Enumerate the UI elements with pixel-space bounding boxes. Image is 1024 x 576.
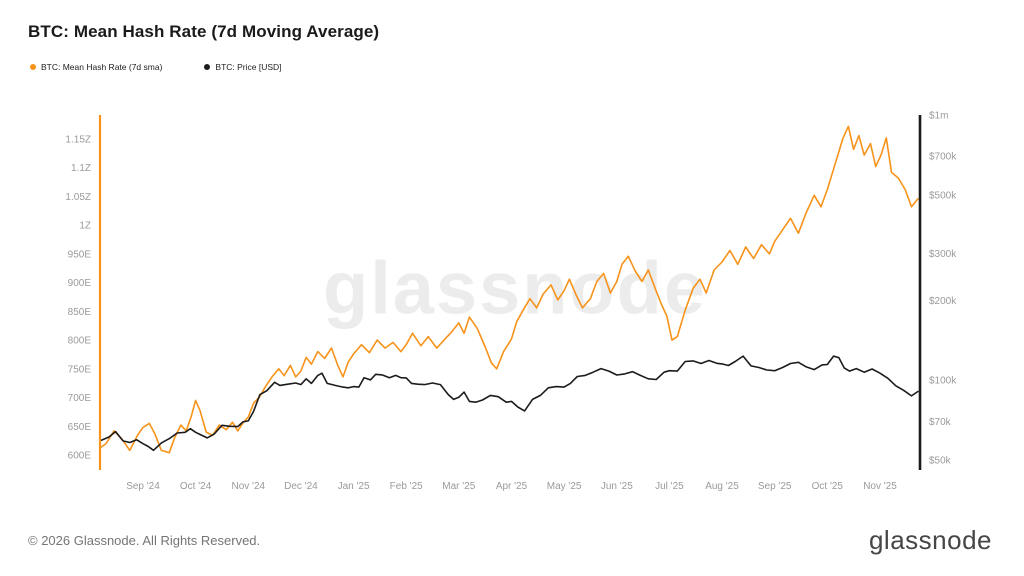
y-left-tick-label: 800E — [68, 336, 92, 347]
glassnode-watermark: glassnode — [323, 246, 707, 330]
x-tick-label: Sep '24 — [126, 481, 160, 492]
x-tick-label: Oct '24 — [180, 481, 212, 492]
y-left-tick-label: 1Z — [79, 221, 91, 232]
legend-dot-price-icon — [204, 64, 211, 70]
x-tick-label: Jun '25 — [601, 481, 633, 492]
y-left-tick-label: 1.1Z — [71, 163, 91, 174]
chart-legend: BTC: Mean Hash Rate (7d sma) BTC: Price … — [30, 62, 282, 72]
y-right-tick-label: $200k — [929, 296, 957, 307]
y-right-tick-label: $300k — [929, 249, 957, 260]
series-line-hashrate — [99, 125, 919, 454]
series-line-price — [99, 355, 919, 452]
x-tick-label: Jul '25 — [655, 481, 684, 492]
y-left-tick-label: 1.15Z — [65, 135, 91, 146]
glassnode-logo[interactable]: glassnode — [868, 525, 992, 555]
legend-label-price: BTC: Price [USD] — [215, 62, 282, 72]
x-tick-label: Nov '24 — [232, 481, 266, 492]
y-left-tick-label: 750E — [68, 364, 92, 375]
legend-label-hashrate: BTC: Mean Hash Rate (7d sma) — [41, 62, 163, 72]
y-right-tick-label: $70k — [929, 417, 952, 428]
x-tick-label: Oct '25 — [812, 481, 844, 492]
legend-item-hashrate[interactable]: BTC: Mean Hash Rate (7d sma) — [30, 62, 162, 72]
x-tick-label: May '25 — [547, 481, 582, 492]
y-left-tick-label: 950E — [68, 249, 92, 260]
page-title: BTC: Mean Hash Rate (7d Moving Average) — [28, 22, 380, 41]
y-right-tick-label: $500k — [929, 190, 957, 201]
y-left-tick-label: 1.05Z — [65, 192, 91, 203]
x-tick-label: Sep '25 — [758, 481, 792, 492]
legend-dot-hashrate-icon — [30, 64, 36, 70]
y-left-tick-label: 850E — [68, 307, 92, 318]
y-right-tick-label: $50k — [929, 456, 952, 467]
x-tick-label: Jan '25 — [338, 481, 370, 492]
x-tick-label: Feb '25 — [390, 481, 423, 492]
x-tick-label: Dec '24 — [284, 481, 318, 492]
x-tick-label: Mar '25 — [442, 481, 475, 492]
legend-item-price[interactable]: BTC: Price [USD] — [204, 62, 282, 72]
y-left-tick-label: 600E — [68, 451, 92, 462]
y-right-tick-label: $100k — [929, 376, 957, 387]
copyright-text: © 2026 Glassnode. All Rights Reserved. — [28, 533, 261, 548]
x-tick-label: Nov '25 — [863, 481, 897, 492]
y-right-tick-label: $1m — [929, 111, 948, 122]
y-left-tick-label: 700E — [68, 393, 92, 404]
x-tick-label: Apr '25 — [496, 481, 528, 492]
y-left-tick-label: 900E — [68, 278, 92, 289]
x-tick-label: Aug '25 — [705, 481, 739, 492]
y-left-tick-label: 650E — [68, 422, 92, 433]
y-right-tick-label: $700k — [929, 152, 957, 163]
